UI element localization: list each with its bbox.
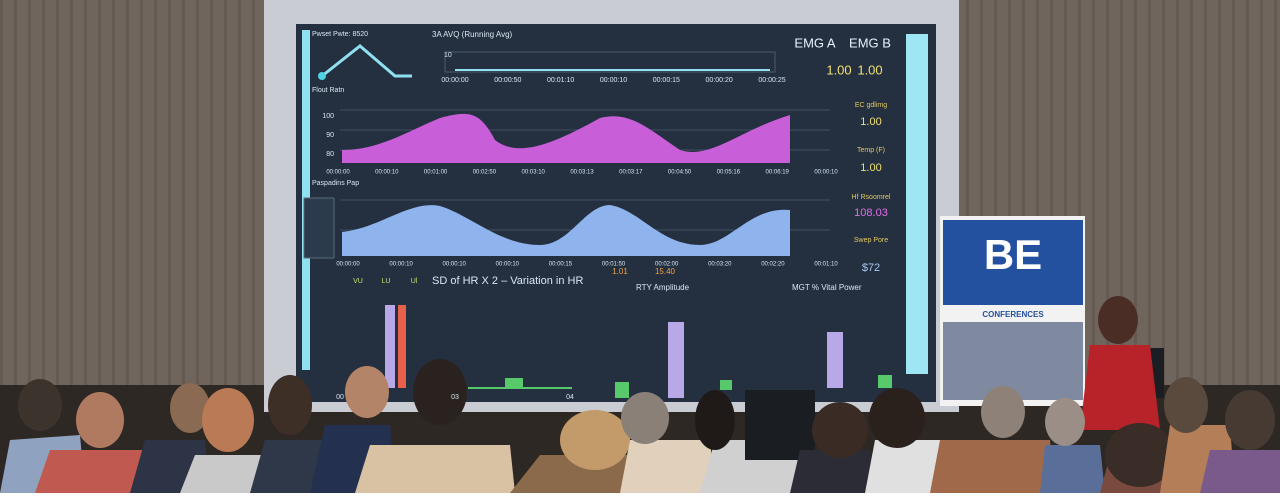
legend-entry: VU	[353, 278, 363, 285]
time-label: 00:05:16	[717, 170, 741, 176]
stat-value: 1.00	[826, 62, 851, 77]
accent-bar	[906, 34, 928, 374]
stat-value: 1.00	[860, 116, 881, 128]
panel-label: Flout Ratn	[312, 87, 344, 94]
time-label: 00:00:10	[375, 170, 399, 176]
marker-label: 15.40	[655, 267, 676, 276]
bars	[385, 305, 892, 398]
time-label: 00:00:25	[758, 77, 785, 84]
time-label: 00:00:10	[389, 262, 413, 268]
stat-label: Hf Rsoomrel	[852, 194, 891, 201]
panel-label: Paspadins Pap	[312, 180, 359, 187]
axis-label: 00	[336, 394, 344, 401]
time-label: 00:01:10	[814, 262, 838, 268]
running-avg-frame	[444, 51, 776, 73]
stat-label: EMG A	[794, 35, 836, 50]
axis-label: 03	[451, 394, 459, 401]
time-label: 00:00:00	[326, 170, 350, 176]
heart-rate-area	[342, 113, 790, 163]
time-label: 00:00:15	[653, 77, 680, 84]
stat-label: Swep Pore	[854, 237, 888, 244]
banner-tagline: CONFERENCES	[982, 310, 1044, 319]
time-label: 00:02:00	[655, 262, 679, 268]
time-label: 00:00:50	[494, 77, 521, 84]
side-widget	[303, 197, 335, 259]
time-label: 00:00:20	[706, 77, 733, 84]
axis-label: 90	[326, 132, 334, 139]
response-area	[342, 205, 790, 256]
time-label: 00:02:50	[473, 170, 497, 176]
stat-label: EMG B	[849, 35, 891, 50]
banner-photo	[943, 322, 1083, 400]
marker-label: 1.01	[612, 267, 628, 276]
axis-label: 100	[322, 113, 334, 120]
banner-logo: BE	[984, 231, 1042, 278]
time-label: 00:01:00	[424, 170, 448, 176]
mini-trace	[321, 44, 412, 78]
time-label: 00:00:10	[496, 262, 520, 268]
time-label: 00:03:17	[619, 170, 643, 176]
panel-title: 3A AVQ (Running Avg)	[432, 30, 513, 39]
axis-label: 04	[566, 394, 574, 401]
panel-title: RTY Amplitude	[636, 283, 690, 292]
stat-value: 1.00	[860, 162, 881, 174]
time-label: 00:01:50	[602, 262, 626, 268]
time-label: 00:02:20	[761, 262, 785, 268]
time-label: 00:03:13	[570, 170, 594, 176]
audience	[0, 359, 1280, 493]
presenter-head	[1098, 296, 1138, 344]
time-label: 00:00:00	[441, 77, 468, 84]
banner-header	[943, 220, 1083, 305]
stat-label: EC gdlimg	[855, 102, 887, 109]
panel-title: MGT % Vital Power	[792, 283, 862, 292]
time-label: 00:03:10	[522, 170, 546, 176]
panel-label: Pwset Pwte: 8520	[312, 31, 368, 38]
time-label: 00:03:20	[708, 262, 732, 268]
time-label: 00:04:50	[668, 170, 692, 176]
time-label: 00:01:10	[547, 77, 574, 84]
time-label: 00:00:00	[336, 262, 360, 268]
marker	[318, 72, 326, 80]
time-label: 00:00:10	[443, 262, 467, 268]
stat-value: $72	[862, 262, 880, 274]
legend-entry: Ul	[411, 278, 418, 285]
presenter-body	[1080, 345, 1160, 430]
panel-title: SD of HR X 2 – Variation in HR	[432, 275, 583, 287]
stat-value: 1.00	[857, 62, 882, 77]
time-label: 00:00:15	[549, 262, 573, 268]
stat-label: Temp (F)	[857, 147, 885, 154]
time-label: 00:00:10	[814, 170, 838, 176]
legend-entry: LU	[382, 278, 391, 285]
time-label: 00:00:10	[600, 77, 627, 84]
axis-label: 10	[444, 52, 452, 59]
stat-value: 108.03	[854, 207, 888, 219]
axis-label: 80	[326, 151, 334, 158]
time-label: 00:06:19	[766, 170, 790, 176]
